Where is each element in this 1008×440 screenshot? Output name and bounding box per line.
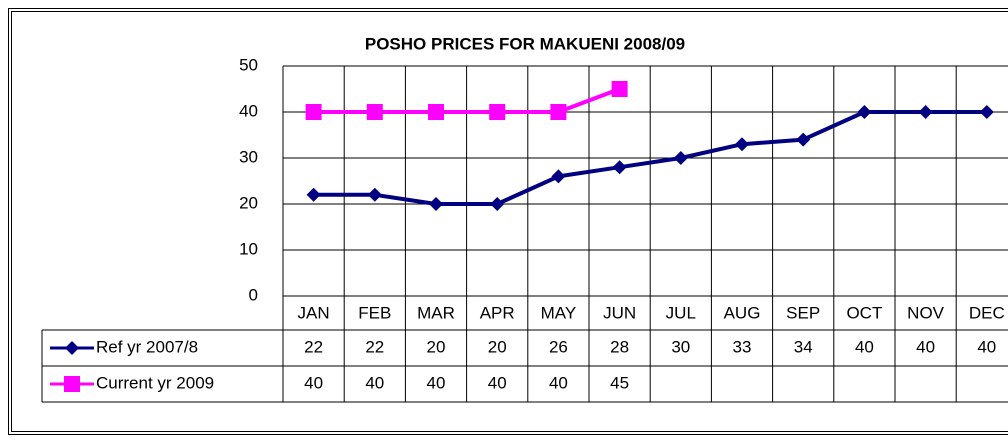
table-value: 20 (488, 337, 507, 356)
table-value: 40 (488, 373, 507, 392)
x-tick-label: MAY (541, 303, 577, 322)
legend-label: Ref yr 2007/8 (96, 337, 198, 356)
y-tick-label: 10 (239, 239, 258, 258)
x-tick-label: JAN (298, 303, 330, 322)
y-tick-label: 40 (239, 101, 258, 120)
marker (979, 105, 994, 119)
table-value: 40 (365, 373, 384, 392)
table-value: 26 (549, 337, 568, 356)
table-value: 34 (794, 337, 813, 356)
x-tick-label: AUG (724, 303, 761, 322)
x-tick-label: MAR (417, 303, 455, 322)
table-value: 22 (304, 337, 323, 356)
table-value: 20 (427, 337, 446, 356)
table-value: 40 (304, 373, 323, 392)
series-line (313, 87, 621, 114)
marker (367, 187, 382, 202)
table-value: 30 (671, 337, 690, 356)
y-tick-label: 20 (239, 193, 258, 212)
marker (612, 160, 627, 175)
x-tick-label: DEC (969, 303, 1005, 322)
table-value: 40 (549, 373, 568, 392)
marker (64, 376, 80, 392)
table-value: 33 (733, 337, 752, 356)
marker (305, 104, 322, 120)
marker (735, 137, 749, 152)
x-tick-label: FEB (358, 303, 391, 322)
x-tick-label: APR (480, 303, 515, 322)
marker (673, 151, 688, 165)
x-tick-label: NOV (907, 303, 945, 322)
x-tick-label: JUN (603, 303, 636, 322)
marker (611, 81, 628, 97)
y-tick-label: 30 (239, 147, 258, 166)
marker (796, 132, 811, 147)
chart-title: POSHO PRICES FOR MAKUENI 2008/09 (365, 34, 685, 53)
series-line (313, 110, 987, 206)
marker (551, 169, 566, 184)
table-value: 40 (916, 337, 935, 356)
table-value: 40 (427, 373, 446, 392)
x-tick-label: JUL (666, 303, 696, 322)
marker (550, 104, 567, 120)
table-value: 40 (855, 337, 874, 356)
marker (366, 104, 383, 120)
table-value: 45 (610, 373, 629, 392)
table-value: 28 (610, 337, 629, 356)
table-value: 40 (977, 337, 996, 356)
chart-border (8, 8, 1008, 435)
x-tick-label: SEP (786, 303, 820, 322)
marker (857, 105, 872, 119)
table-value: 22 (365, 337, 384, 356)
y-tick-label: 50 (239, 55, 258, 74)
x-tick-label: OCT (846, 303, 882, 322)
marker (489, 104, 506, 120)
marker (490, 197, 505, 211)
marker (918, 105, 933, 119)
y-tick-label: 0 (249, 285, 258, 304)
marker (429, 197, 443, 211)
marker (428, 104, 444, 120)
marker (65, 341, 79, 355)
chart-inner-border (11, 11, 1008, 432)
marker (306, 187, 321, 202)
legend-label: Current yr 2009 (96, 373, 214, 392)
